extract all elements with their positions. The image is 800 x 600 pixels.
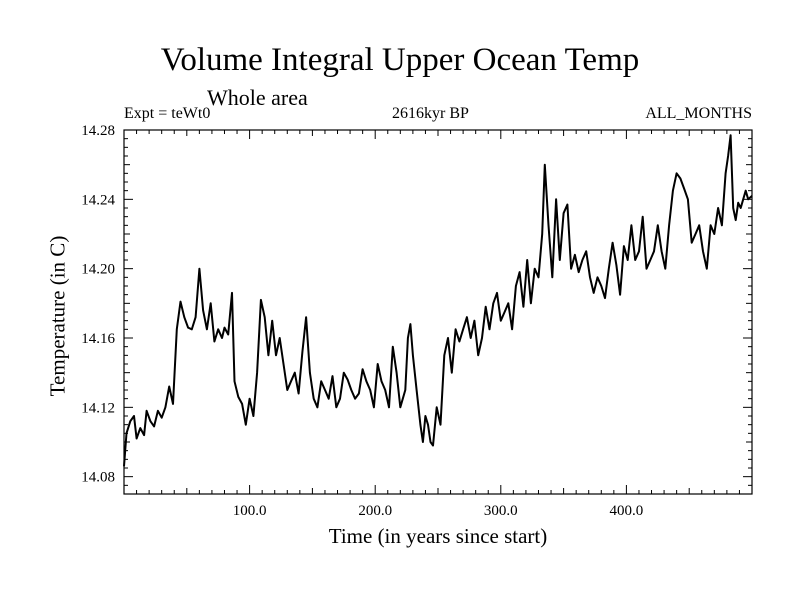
x-tick-label: 300.0 [484, 503, 518, 519]
y-tick-label: 14.28 [81, 123, 115, 139]
y-tick-label: 14.24 [81, 192, 115, 208]
plot-frame [123, 129, 753, 495]
x-tick-label: 400.0 [610, 503, 644, 519]
experiment-label: Expt = teWt0 [124, 105, 211, 122]
y-tick-label: 14.08 [81, 470, 115, 486]
chart-title: Volume Integral Upper Ocean Temp [160, 42, 640, 78]
months-label: ALL_MONTHS [645, 105, 752, 122]
x-axis-label: Time (in years since start) [328, 524, 548, 548]
y-axis: 14.08 14.12 14.16 14.20 14.24 14.28 [81, 123, 752, 486]
x-axis: 100.0 200.0 300.0 400.0 [136, 130, 740, 519]
x-tick-label: 200.0 [358, 503, 392, 519]
period-label: 2616kyr BP [392, 105, 469, 122]
chart-subtitle: Whole area [207, 85, 308, 110]
y-tick-label: 14.12 [81, 400, 115, 416]
y-tick-label: 14.16 [81, 331, 115, 347]
temperature-series-line [123, 134, 753, 467]
y-tick-label: 14.20 [81, 262, 115, 278]
x-tick-label: 100.0 [233, 503, 267, 519]
